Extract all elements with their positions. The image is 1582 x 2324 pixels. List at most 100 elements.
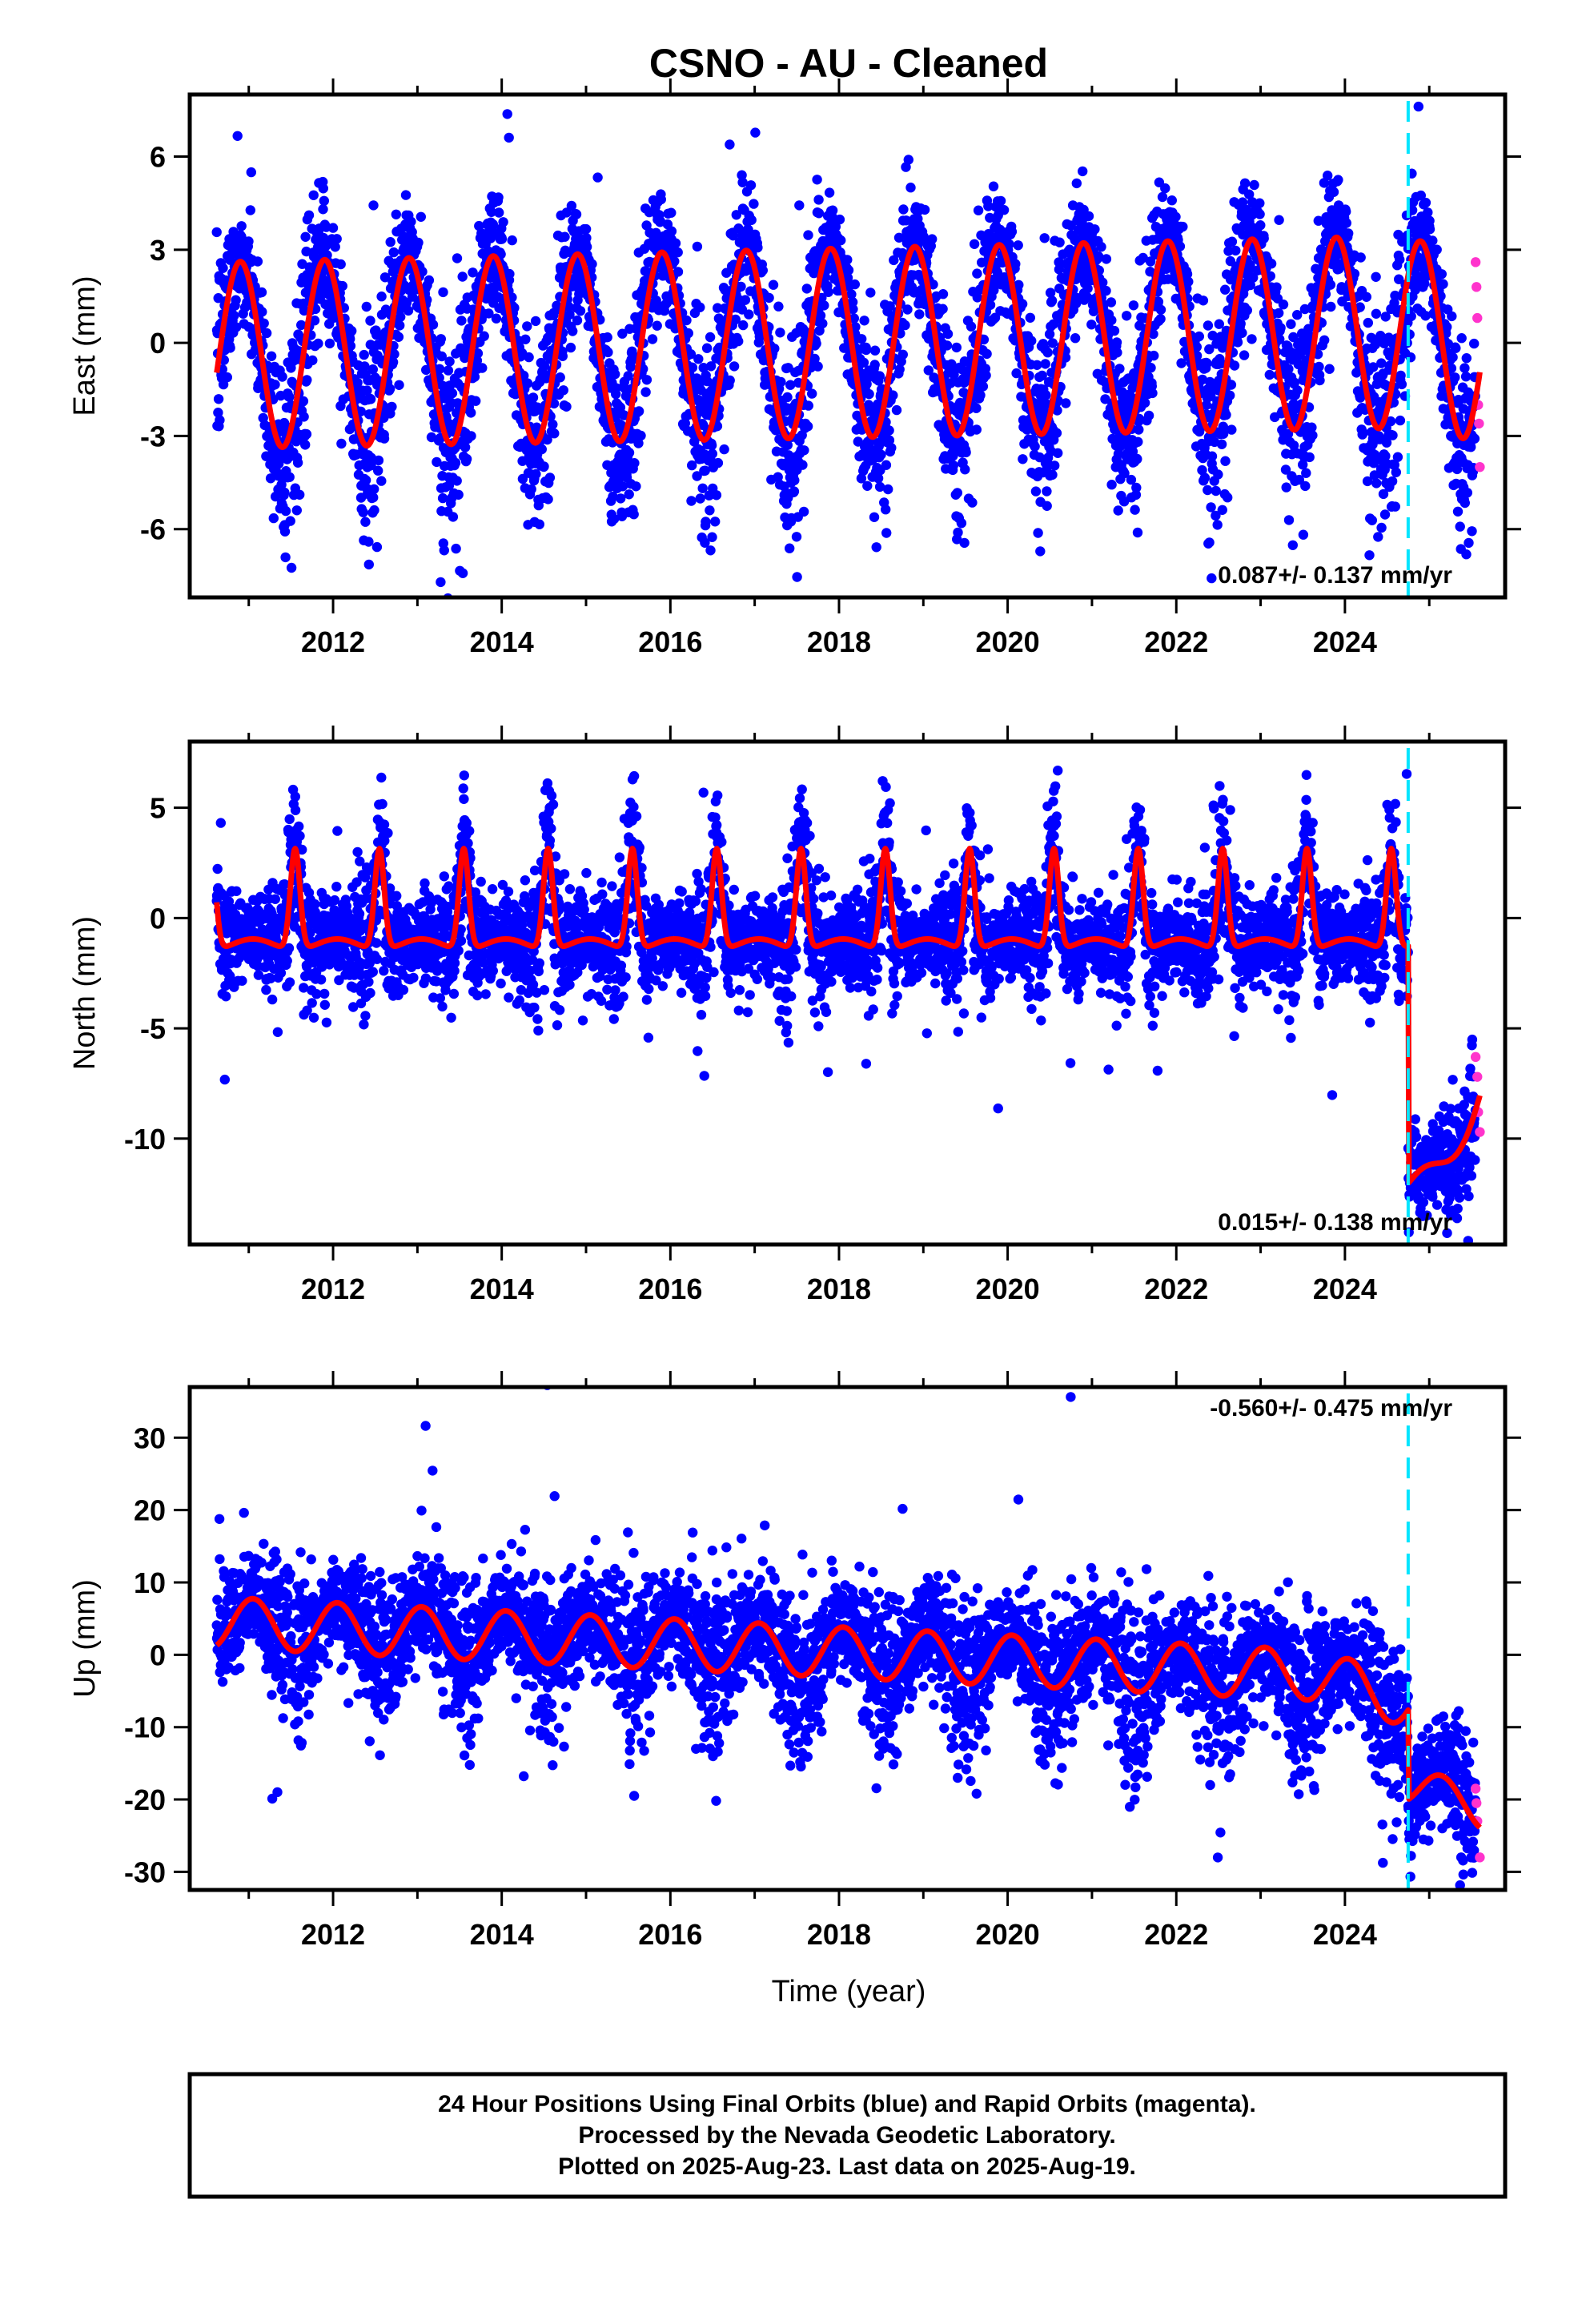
data-point (267, 994, 278, 1005)
data-point (460, 352, 470, 364)
data-point (1155, 314, 1166, 324)
data-point (802, 421, 813, 432)
data-point (951, 342, 962, 353)
data-point (960, 464, 970, 475)
data-point (1242, 305, 1253, 316)
data-point (451, 543, 461, 554)
chart-panels: 2012 2014 2016 2018 2020 2022 2024630-3-6East … (68, 78, 1521, 1951)
data-point (731, 210, 741, 220)
data-point (905, 183, 916, 193)
y-axis-title: East (mm) (68, 275, 102, 416)
data-point (728, 231, 738, 241)
data-point (1133, 436, 1143, 447)
data-point (246, 167, 256, 178)
data-point (566, 200, 577, 211)
data-point (1452, 506, 1464, 517)
data-point (886, 443, 897, 453)
data-point (1450, 372, 1460, 383)
data-point (229, 310, 239, 321)
data-point (938, 289, 949, 300)
data-point (1030, 441, 1040, 452)
data-point (1139, 397, 1150, 408)
data-point (524, 352, 534, 363)
data-point (961, 447, 971, 458)
data-point (707, 532, 717, 542)
data-point (303, 210, 315, 220)
data-point (542, 434, 552, 445)
data-point (285, 516, 295, 526)
data-point (843, 265, 854, 275)
data-point (468, 267, 478, 278)
data-point (572, 315, 583, 326)
data-point (745, 180, 757, 191)
data-point (740, 295, 751, 305)
data-point (942, 328, 954, 340)
data-point (452, 253, 463, 263)
data-point (1231, 245, 1241, 256)
data-point (666, 226, 677, 236)
data-point (1122, 311, 1132, 321)
data-point (782, 392, 793, 403)
data-point (625, 361, 636, 372)
data-point (817, 318, 828, 329)
data-point (883, 484, 893, 495)
data-point (1207, 573, 1217, 584)
data-point (834, 214, 845, 225)
data-point (493, 192, 504, 203)
data-point (746, 215, 757, 225)
data-point (859, 316, 869, 326)
data-point (272, 1027, 283, 1038)
rapid-orbit-point (1472, 312, 1483, 324)
data-point (673, 247, 683, 258)
data-point (295, 489, 305, 500)
data-point (534, 519, 544, 529)
data-point (298, 396, 309, 407)
data-point (1255, 220, 1266, 231)
data-point (365, 316, 375, 326)
data-point (1106, 315, 1117, 326)
data-point (824, 187, 835, 198)
data-point (558, 385, 568, 396)
data-point (466, 431, 476, 441)
data-point (319, 195, 329, 206)
data-point (1455, 521, 1465, 532)
data-point (701, 343, 713, 353)
data-point (873, 473, 884, 484)
data-point (1198, 296, 1209, 306)
data-point (1131, 482, 1142, 493)
data-point (479, 331, 489, 341)
data-point (971, 424, 982, 435)
data-point (1070, 333, 1081, 344)
data-point (1220, 284, 1231, 295)
data-point (1206, 502, 1216, 513)
data-point (1326, 301, 1336, 312)
y-tick-label: -3 (140, 420, 166, 452)
data-point (276, 654, 286, 664)
data-point (811, 338, 821, 349)
data-point (358, 507, 368, 517)
data-point (636, 430, 646, 441)
data-point (565, 342, 576, 353)
data-point (1364, 550, 1375, 561)
data-point (498, 217, 508, 227)
data-point (1461, 353, 1472, 364)
data-point (1324, 364, 1335, 374)
data-point (858, 357, 869, 368)
x-tick-label: 2014 (470, 625, 534, 658)
data-point (243, 236, 254, 247)
data-point (279, 526, 291, 537)
data-point (669, 256, 680, 267)
data-point (400, 190, 412, 200)
data-point (1396, 379, 1407, 390)
data-point (884, 435, 895, 445)
data-point (1300, 480, 1311, 492)
data-point (266, 351, 277, 361)
data-point (509, 303, 520, 313)
data-point (1323, 171, 1333, 181)
data-point (360, 475, 371, 485)
data-point (794, 200, 805, 211)
data-point (257, 307, 267, 317)
data-point (548, 419, 558, 430)
data-point (261, 984, 271, 995)
data-point (432, 456, 442, 468)
